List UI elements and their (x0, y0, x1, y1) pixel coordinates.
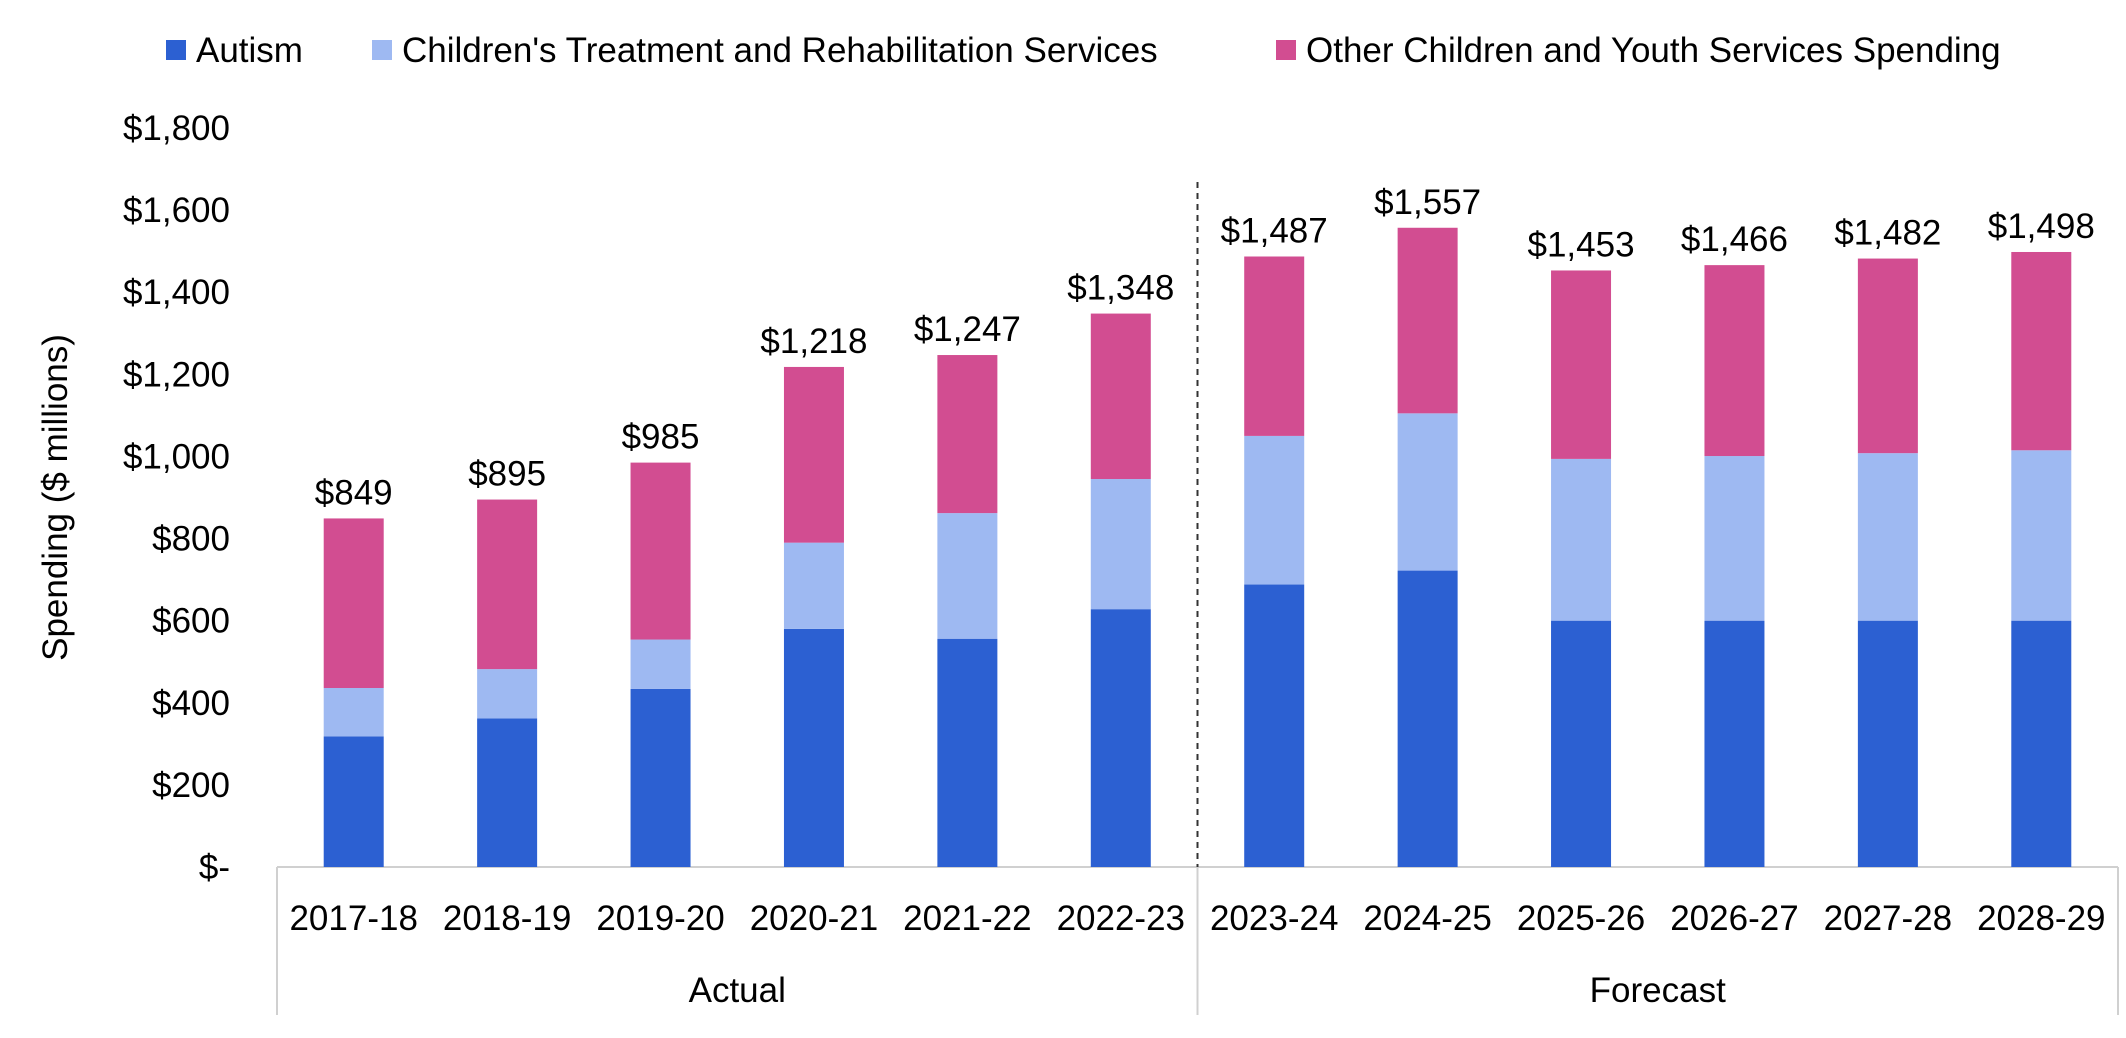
total-label: $985 (622, 418, 700, 457)
x-tick-label: 2021-22 (903, 899, 1031, 938)
total-label: $1,466 (1681, 220, 1788, 259)
total-label: $1,482 (1834, 214, 1941, 253)
y-tick-label: $1,000 (123, 437, 230, 476)
bar-other-children-and-youth-services-spending-2019-20 (630, 462, 691, 640)
y-tick-label: $600 (152, 602, 230, 641)
bar-autism-2026-27 (1704, 620, 1765, 867)
bar-children-s-treatment-and-rehabilitation-services-2018-19 (477, 669, 538, 719)
y-tick-label: $800 (152, 520, 230, 559)
y-tick-label: $1,400 (123, 273, 230, 312)
legend-label-autism: Autism (196, 31, 303, 70)
bar-other-children-and-youth-services-spending-2026-27 (1704, 265, 1765, 457)
bar-children-s-treatment-and-rehabilitation-services-2017-18 (323, 687, 384, 737)
bar-other-children-and-youth-services-spending-2017-18 (323, 518, 384, 688)
bar-other-children-and-youth-services-spending-2027-28 (1857, 258, 1918, 454)
y-tick-label: $200 (152, 766, 230, 805)
legend-swatch-children-s-treatment-and-rehabilitation-services (372, 40, 392, 60)
y-tick-label: $1,600 (123, 191, 230, 230)
bar-other-children-and-youth-services-spending-2024-25 (1397, 227, 1458, 414)
legend-label-other-children-and-youth-services-spending: Other Children and Youth Services Spendi… (1306, 31, 2001, 70)
bar-children-s-treatment-and-rehabilitation-services-2022-23 (1090, 479, 1151, 610)
category-group-label-forecast: Forecast (1590, 971, 1726, 1010)
legend: Autism Children's Treatment and Rehabilit… (166, 31, 2001, 70)
total-label: $1,218 (760, 322, 867, 361)
x-tick-label: 2023-24 (1210, 899, 1338, 938)
total-label: $1,557 (1374, 183, 1481, 222)
bar-autism-2028-29 (2011, 620, 2072, 867)
legend-swatch-autism (166, 40, 186, 60)
category-group-label-actual: Actual (689, 971, 786, 1010)
bar-children-s-treatment-and-rehabilitation-services-2023-24 (1244, 435, 1305, 585)
bar-other-children-and-youth-services-spending-2018-19 (477, 499, 538, 670)
bar-other-children-and-youth-services-spending-2021-22 (937, 355, 998, 514)
bar-children-s-treatment-and-rehabilitation-services-2019-20 (630, 639, 691, 689)
x-tick-label: 2028-29 (1977, 899, 2105, 938)
bar-other-children-and-youth-services-spending-2023-24 (1244, 256, 1305, 436)
bar-autism-2025-26 (1551, 620, 1612, 867)
data-labels: 2017-18 $849 2018-19 $895 2019-20 $985 2020-21… (289, 183, 2105, 938)
y-tick-label: $- (199, 848, 230, 887)
y-tick-label: $1,200 (123, 355, 230, 394)
bar-autism-2017-18 (323, 736, 384, 867)
bar-other-children-and-youth-services-spending-2022-23 (1090, 313, 1151, 480)
y-tick-label: $1,800 (123, 109, 230, 148)
x-tick-label: 2019-20 (596, 899, 724, 938)
total-label: $1,247 (914, 310, 1021, 349)
bar-children-s-treatment-and-rehabilitation-services-2025-26 (1551, 458, 1612, 621)
total-label: $1,348 (1067, 269, 1174, 308)
bars (323, 227, 2072, 867)
total-label: $1,498 (1988, 207, 2095, 246)
bar-children-s-treatment-and-rehabilitation-services-2027-28 (1857, 453, 1918, 621)
x-tick-label: 2017-18 (289, 899, 417, 938)
bar-children-s-treatment-and-rehabilitation-services-2020-21 (783, 542, 844, 629)
legend-swatch-other-children-and-youth-services-spending (1276, 40, 1296, 60)
x-tick-label: 2020-21 (750, 899, 878, 938)
y-axis-title: Spending ($ millions) (36, 334, 75, 661)
bar-children-s-treatment-and-rehabilitation-services-2028-29 (2011, 450, 2072, 621)
x-tick-label: 2024-25 (1363, 899, 1491, 938)
total-label: $895 (468, 455, 546, 494)
bar-autism-2022-23 (1090, 609, 1151, 867)
x-tick-label: 2027-28 (1824, 899, 1952, 938)
x-tick-label: 2018-19 (443, 899, 571, 938)
bar-autism-2023-24 (1244, 584, 1305, 867)
x-tick-label: 2025-26 (1517, 899, 1645, 938)
axes: $- $200 $400 $600 $800 $1,000 $1,200 $1,400 $1,6… (36, 109, 2119, 1015)
bar-autism-2021-22 (937, 638, 998, 867)
y-tick-label: $400 (152, 684, 230, 723)
x-tick-label: 2026-27 (1670, 899, 1798, 938)
total-label: $849 (315, 473, 393, 512)
bar-other-children-and-youth-services-spending-2020-21 (783, 366, 844, 543)
bar-other-children-and-youth-services-spending-2025-26 (1551, 270, 1612, 459)
bar-children-s-treatment-and-rehabilitation-services-2024-25 (1397, 413, 1458, 571)
bar-autism-2018-19 (477, 718, 538, 867)
bar-other-children-and-youth-services-spending-2028-29 (2011, 251, 2072, 451)
bar-children-s-treatment-and-rehabilitation-services-2026-27 (1704, 456, 1765, 621)
total-label: $1,487 (1221, 212, 1328, 251)
bar-autism-2019-20 (630, 688, 691, 867)
bar-autism-2027-28 (1857, 620, 1918, 867)
bar-autism-2024-25 (1397, 570, 1458, 867)
legend-label-children-s-treatment-and-rehabilitation-services: Children's Treatment and Rehabilitation … (402, 31, 1158, 70)
bar-autism-2020-21 (783, 628, 844, 867)
total-label: $1,453 (1528, 225, 1635, 264)
x-tick-label: 2022-23 (1057, 899, 1185, 938)
bar-children-s-treatment-and-rehabilitation-services-2021-22 (937, 513, 998, 639)
